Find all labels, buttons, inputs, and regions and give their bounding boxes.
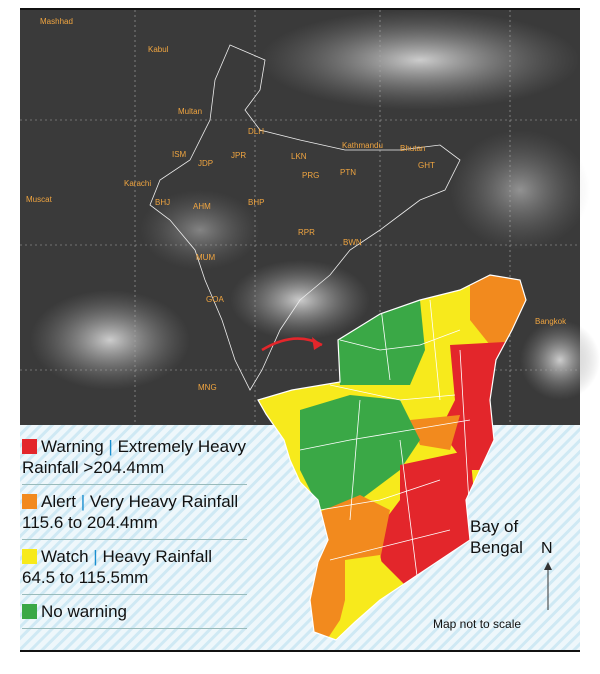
city-label: Multan bbox=[178, 107, 202, 116]
india-outline bbox=[149, 44, 461, 391]
sea-label: Bay of bbox=[470, 517, 518, 536]
legend-label: Watch bbox=[41, 547, 89, 566]
city-label: Bangkok bbox=[535, 317, 567, 326]
legend-swatch bbox=[22, 439, 37, 454]
city-label: RPR bbox=[298, 228, 315, 237]
legend-item: Watch | Heavy Rainfall 64.5 to 115.5mm bbox=[22, 540, 247, 595]
city-label: PTN bbox=[340, 168, 356, 177]
legend-text: Extremely Heavy Rainfall >204.4mm bbox=[22, 437, 247, 477]
city-label: AHM bbox=[193, 202, 211, 211]
city-label: JPR bbox=[231, 151, 246, 160]
north-arrowhead bbox=[544, 562, 552, 570]
legend-swatch bbox=[22, 604, 37, 619]
city-label: Muscat bbox=[26, 195, 53, 204]
city-label: GHT bbox=[418, 161, 435, 170]
city-label: BHJ bbox=[155, 198, 170, 207]
scale-note: Map not to scale bbox=[433, 617, 521, 631]
city-label: PRG bbox=[302, 171, 319, 180]
legend-separator: | bbox=[108, 437, 113, 456]
city-label: MUM bbox=[196, 253, 215, 262]
legend-separator: | bbox=[80, 492, 86, 511]
city-label: Karachi bbox=[124, 179, 151, 188]
city-label: ISM bbox=[172, 150, 187, 159]
city-label: Kabul bbox=[148, 45, 169, 54]
city-label: Mashhad bbox=[40, 17, 73, 26]
legend-label: Warning bbox=[41, 437, 104, 456]
legend-item: No warning bbox=[22, 595, 247, 629]
district bbox=[300, 395, 420, 510]
legend-text: Heavy Rainfall 64.5 to 115.5mm bbox=[22, 547, 213, 587]
legend-text: Very Heavy Rainfall 115.6 to 204.4mm bbox=[22, 492, 239, 532]
city-label: BWN bbox=[343, 238, 362, 247]
legend-separator: | bbox=[93, 547, 98, 566]
legend-item: Warning | Extremely Heavy Rainfall >204.… bbox=[22, 430, 247, 485]
city-label: MNG bbox=[198, 383, 217, 392]
sea-label: Bengal bbox=[470, 538, 523, 557]
city-label: LKN bbox=[291, 152, 307, 161]
city-label: Kathmandu bbox=[342, 141, 383, 150]
city-label: JDP bbox=[198, 159, 213, 168]
legend-label: Alert bbox=[41, 492, 76, 511]
city-label: GOA bbox=[206, 295, 224, 304]
state-outline bbox=[257, 274, 527, 641]
legend-label: No warning bbox=[41, 602, 127, 621]
city-label: DLH bbox=[248, 127, 264, 136]
city-label: Bhutan bbox=[400, 144, 425, 153]
legend-swatch bbox=[22, 494, 37, 509]
north-label: N bbox=[541, 540, 553, 557]
city-label: BHP bbox=[248, 198, 264, 207]
legend: Warning | Extremely Heavy Rainfall >204.… bbox=[22, 430, 252, 629]
legend-swatch bbox=[22, 549, 37, 564]
arrowhead bbox=[312, 337, 322, 350]
city-labels: Mashhad Kabul Multan Karachi Muscat ISM … bbox=[26, 17, 567, 392]
legend-item: Alert | Very Heavy Rainfall 115.6 to 204… bbox=[22, 485, 247, 540]
